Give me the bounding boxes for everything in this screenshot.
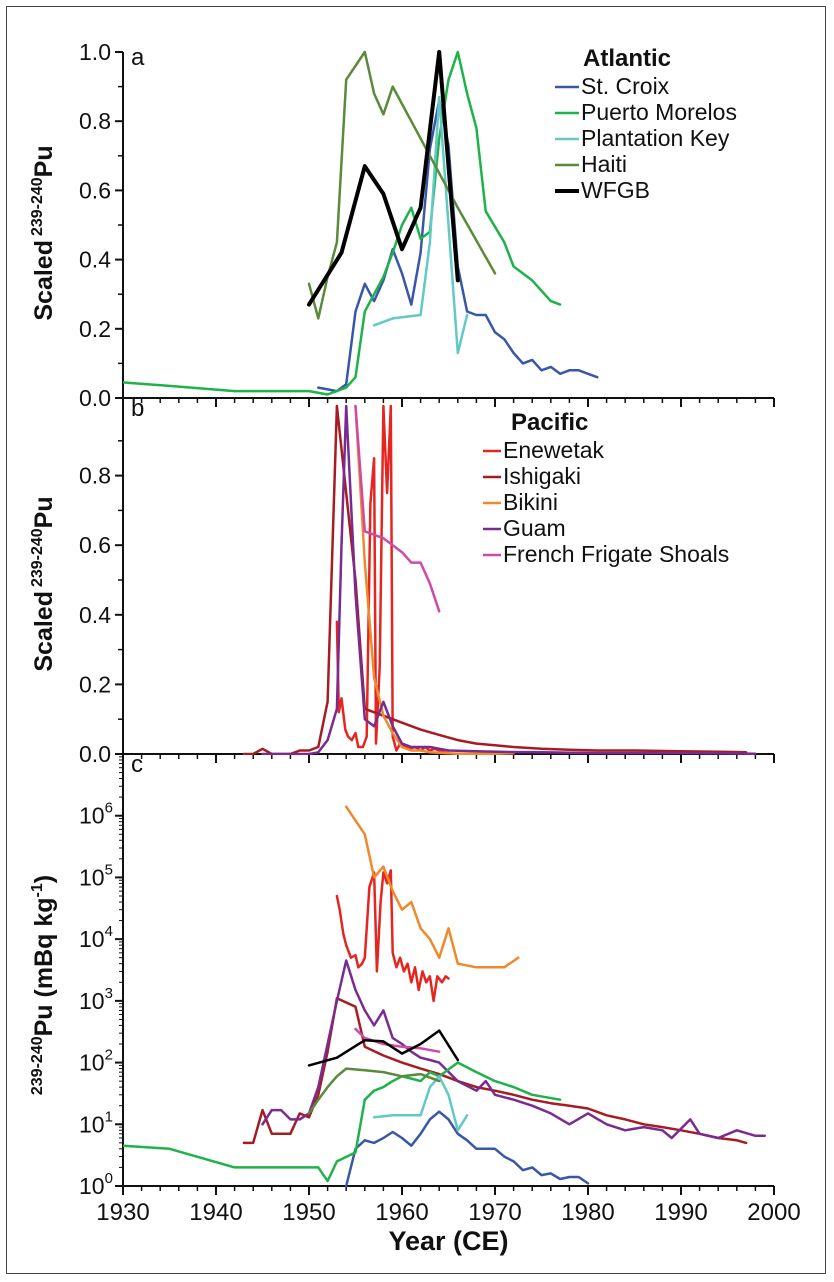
y-tick-exponent: 4 bbox=[105, 923, 113, 940]
legend-entry: Guam bbox=[503, 515, 566, 541]
series-line-french-frigate-shoals bbox=[354, 1027, 441, 1053]
y-tick-base: 10 bbox=[79, 926, 105, 952]
series-line-guam bbox=[261, 404, 757, 755]
y-axis-title-close: ) bbox=[30, 875, 58, 883]
y-axis-title: 239-240Pu (mBq kg-1) bbox=[29, 875, 58, 1095]
y-axis-title: Scaled 239-240Pu bbox=[29, 496, 58, 671]
series-line-bikini bbox=[354, 404, 515, 755]
legend-entry: French Frigate Shoals bbox=[503, 541, 729, 567]
series-line-plantation-key bbox=[372, 1075, 469, 1132]
y-axis-title-superscript: 239-240 bbox=[29, 528, 46, 587]
panel-label: a bbox=[131, 44, 145, 71]
y-tick-exponent: 0 bbox=[105, 1170, 113, 1187]
x-tick-label: 1930 bbox=[96, 1199, 149, 1226]
y-axis-title-superscript: 239-240 bbox=[29, 177, 46, 236]
panel-b-plot: 0.0 0.2 0.4 0.6 0.8 b Scaled 239-240Pu PacificEn… bbox=[29, 395, 775, 767]
y-tick-label: 0.2 bbox=[79, 316, 111, 342]
series-line-ishigaki bbox=[242, 997, 748, 1145]
y-axis-title: Scaled 239-240Pu bbox=[29, 145, 58, 320]
y-tick-label: 0.0 bbox=[79, 385, 111, 411]
y-tick-label: 1.0 bbox=[79, 39, 111, 65]
y-tick-label: 0.4 bbox=[79, 247, 111, 273]
y-tick-label: 104 bbox=[79, 923, 113, 952]
legend-title: Pacific bbox=[511, 409, 588, 436]
series-group bbox=[242, 404, 757, 755]
x-tick-label: 1960 bbox=[375, 1199, 428, 1226]
y-tick-base: 10 bbox=[79, 803, 105, 829]
series-line-st-croix bbox=[344, 1110, 590, 1187]
series-line-wfgb bbox=[307, 1029, 460, 1067]
y-tick-label: 100 bbox=[79, 1170, 113, 1199]
series-line-wfgb bbox=[307, 50, 460, 307]
y-tick-exponent: 6 bbox=[105, 800, 113, 817]
y-axis-title-text: Pu (mBq kg bbox=[30, 897, 58, 1036]
y-tick-label: 103 bbox=[79, 985, 113, 1014]
series-line-plantation-key bbox=[372, 95, 469, 355]
y-tick-label: 0.2 bbox=[79, 671, 111, 697]
series-line-guam bbox=[261, 959, 766, 1140]
series-line-bikini bbox=[344, 805, 520, 969]
y-tick-exponent: 1 bbox=[105, 1108, 113, 1125]
x-tick-label: 1940 bbox=[189, 1199, 242, 1226]
y-tick-base: 10 bbox=[79, 1173, 105, 1199]
x-axis-title: Year (CE) bbox=[388, 1226, 508, 1256]
x-tick-label: 1950 bbox=[282, 1199, 335, 1226]
y-tick-label: 0.0 bbox=[79, 741, 111, 767]
y-tick-label: 0.6 bbox=[79, 177, 111, 203]
y-tick-label: 105 bbox=[79, 861, 113, 890]
y-axis-title-unit-superscript: -1 bbox=[29, 883, 46, 897]
y-tick-label: 101 bbox=[79, 1108, 113, 1137]
series-line-french-frigate-shoals bbox=[354, 404, 441, 613]
y-tick-base: 10 bbox=[79, 988, 105, 1014]
legend-entry: Plantation Key bbox=[581, 125, 730, 151]
legend-entry: Bikini bbox=[503, 489, 558, 515]
y-tick-base: 10 bbox=[79, 864, 105, 890]
x-tick-label: 1980 bbox=[561, 1199, 614, 1226]
y-tick-label: 102 bbox=[79, 1047, 113, 1076]
x-tick-label: 1970 bbox=[468, 1199, 521, 1226]
series-line-enewetak bbox=[335, 404, 450, 752]
legend-entry: Haiti bbox=[581, 151, 627, 177]
y-axis-title-suffix: Pu bbox=[30, 145, 58, 177]
series-group bbox=[123, 50, 599, 396]
x-tick-label: 2000 bbox=[747, 1199, 800, 1226]
series-group bbox=[123, 805, 766, 1187]
y-axis-title-suffix: Pu bbox=[30, 496, 58, 528]
series-line-puerto-morelos bbox=[123, 1061, 562, 1183]
legend-entry: Puerto Morelos bbox=[581, 99, 737, 125]
legend-entry: WFGB bbox=[581, 177, 650, 203]
y-tick-exponent: 2 bbox=[105, 1047, 113, 1064]
y-tick-exponent: 5 bbox=[105, 861, 113, 878]
y-tick-base: 10 bbox=[79, 1050, 105, 1076]
y-axis-title-superscript: 239-240 bbox=[29, 1036, 46, 1095]
legend-entry: Enewetak bbox=[503, 437, 605, 463]
legend-entry: St. Croix bbox=[581, 73, 670, 99]
series-line-enewetak bbox=[335, 869, 450, 1003]
y-tick-base: 10 bbox=[79, 1111, 105, 1137]
y-tick-label: 0.8 bbox=[79, 108, 111, 134]
panel-label: b bbox=[131, 395, 144, 422]
y-tick-label: 0.6 bbox=[79, 532, 111, 558]
panel-label: c bbox=[131, 751, 143, 778]
series-line-haiti bbox=[307, 1067, 441, 1115]
series-line-puerto-morelos bbox=[123, 50, 562, 396]
y-tick-label: 0.8 bbox=[79, 463, 111, 489]
x-tick-label: 1990 bbox=[654, 1199, 707, 1226]
y-tick-label: 0.4 bbox=[79, 602, 111, 628]
series-line-ishigaki bbox=[242, 404, 748, 755]
legend-entry: Ishigaki bbox=[503, 463, 581, 489]
legend-title: Atlantic bbox=[583, 45, 671, 72]
y-tick-exponent: 3 bbox=[105, 985, 113, 1002]
y-tick-label: 106 bbox=[79, 800, 113, 829]
y-axis-title-text: Scaled bbox=[30, 591, 58, 672]
figure-frame bbox=[6, 6, 826, 1274]
panel-a-plot: 0.0 0.2 0.4 0.6 0.8 1.0 a Scaled 239-240Pu Atlant… bbox=[29, 39, 775, 411]
y-axis-title-text: Scaled bbox=[30, 240, 58, 321]
